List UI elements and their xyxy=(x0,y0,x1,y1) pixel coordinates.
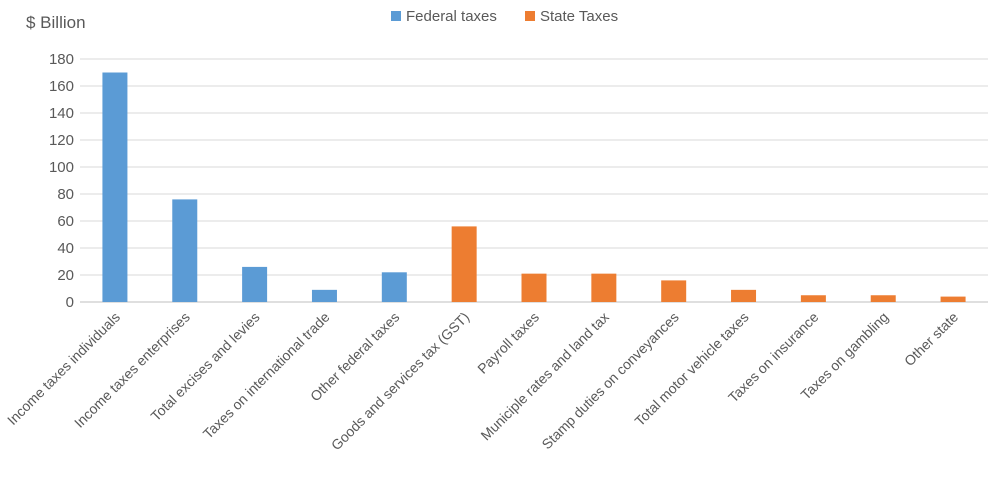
legend-label: Federal taxes xyxy=(406,8,497,25)
y-tick-label: 40 xyxy=(57,240,74,257)
y-tick-label: 120 xyxy=(49,132,74,149)
bar xyxy=(661,280,687,302)
legend: Federal taxes State Taxes xyxy=(391,8,618,25)
y-tick-label: 80 xyxy=(57,186,74,203)
y-tick-label: 160 xyxy=(49,78,74,95)
bar xyxy=(311,289,337,302)
y-tick-label: 100 xyxy=(49,159,74,176)
y-tick-label: 60 xyxy=(57,213,74,230)
y-tick-label: 20 xyxy=(57,267,74,284)
category-label: Total motor vehicle taxes xyxy=(631,309,751,429)
legend-swatch xyxy=(525,11,535,21)
bar xyxy=(870,295,896,302)
y-tick-label: 140 xyxy=(49,105,74,122)
bar xyxy=(940,296,966,302)
y-tick-label: 0 xyxy=(66,294,74,311)
bar xyxy=(381,272,407,302)
y-tick-label: 180 xyxy=(49,51,74,68)
category-label: Payroll taxes xyxy=(474,309,542,377)
bar xyxy=(172,199,198,302)
category-label: Municiple rates and land tax xyxy=(477,309,612,444)
gridlines xyxy=(80,58,988,303)
category-label: Income taxes individuals xyxy=(4,309,123,428)
legend-label: State Taxes xyxy=(540,8,618,25)
category-label: Goods and services tax (GST) xyxy=(328,309,472,453)
bar xyxy=(800,295,826,302)
legend-swatch xyxy=(391,11,401,21)
bars xyxy=(102,72,966,302)
bar xyxy=(731,289,757,302)
bar xyxy=(242,266,268,302)
category-label: Other state xyxy=(901,309,961,369)
category-label: Taxes on international trade xyxy=(200,309,333,442)
y-axis-label: $ Billion xyxy=(26,13,86,32)
category-label: Stamp duties on conveyances xyxy=(538,309,681,452)
bar xyxy=(102,72,128,302)
bar xyxy=(521,273,547,302)
bar xyxy=(451,226,477,302)
bar xyxy=(591,273,617,302)
category-label: Income taxes enterprises xyxy=(71,309,193,431)
y-tick-labels: 0 20 40 60 80 100 120 140 160 180 xyxy=(49,51,74,311)
